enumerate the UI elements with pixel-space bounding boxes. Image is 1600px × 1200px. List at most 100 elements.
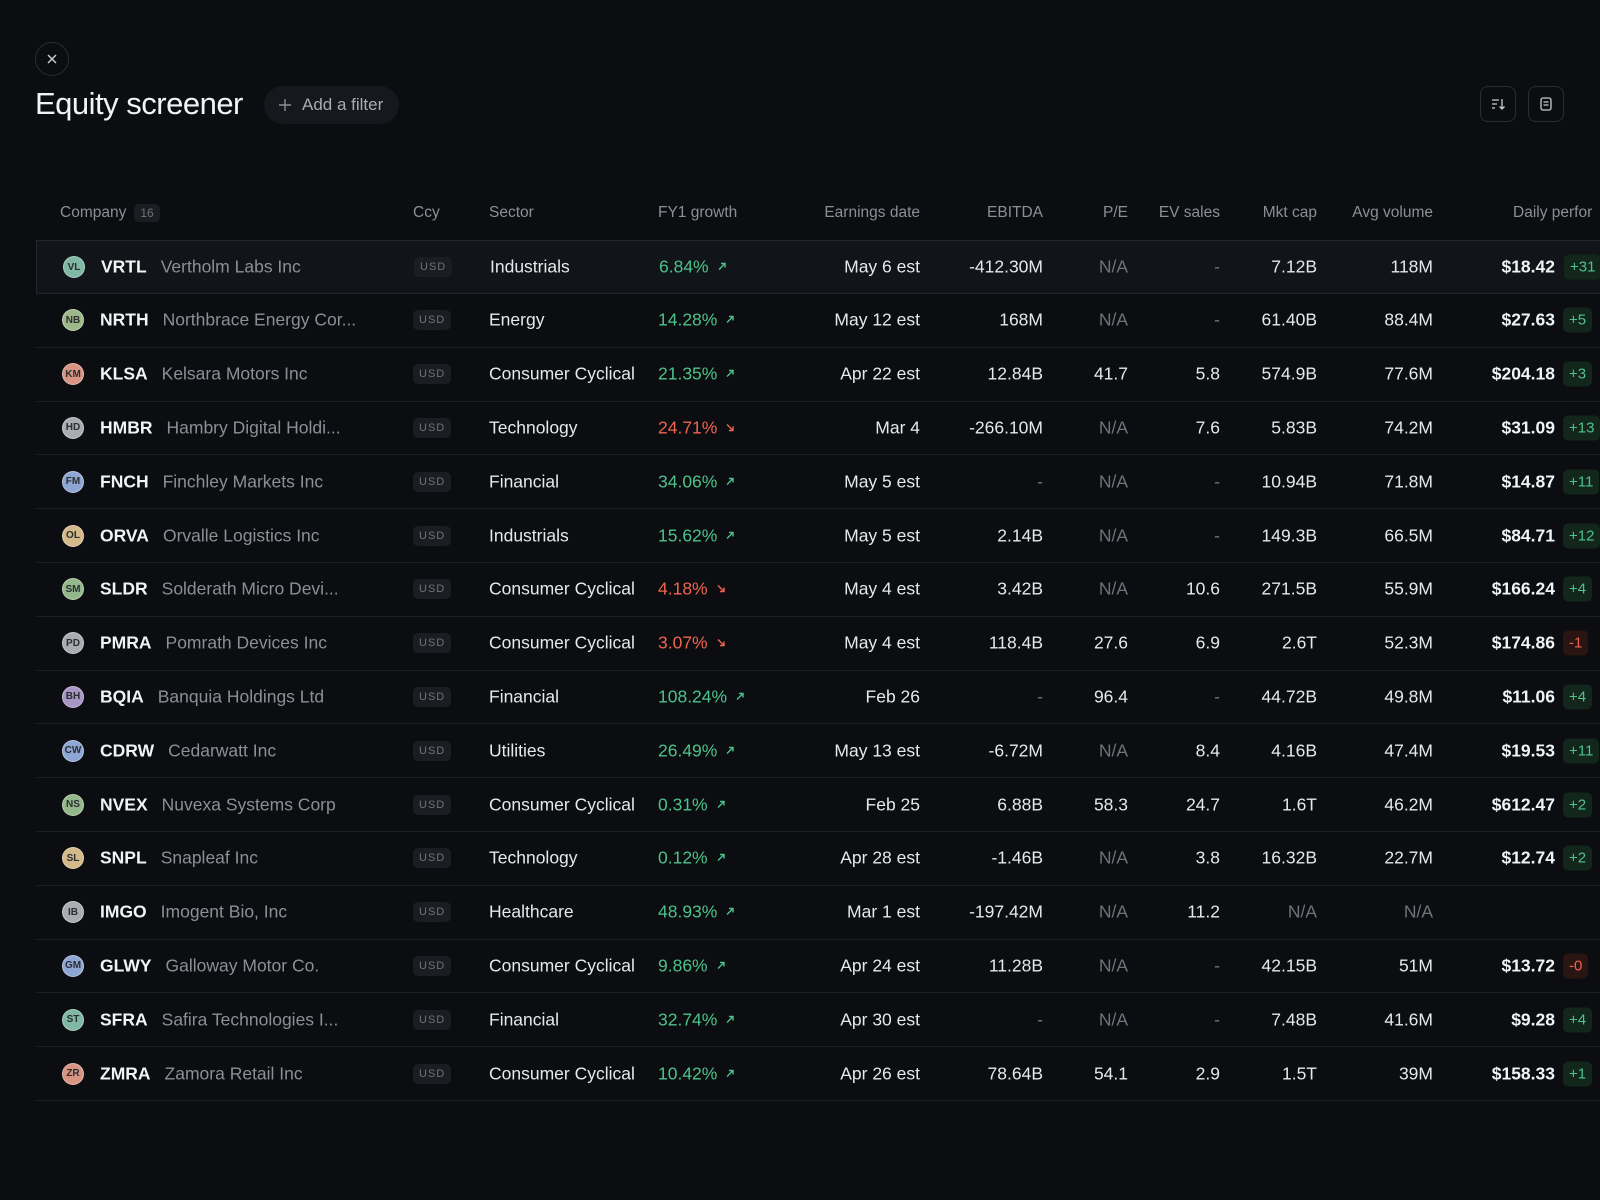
market-cap: 42.15B <box>1261 955 1317 976</box>
sector: Healthcare <box>489 901 574 922</box>
close-button[interactable] <box>35 42 69 76</box>
table-row[interactable]: VL VRTL Vertholm Labs Inc USD Industrials 6.8… <box>36 240 1600 294</box>
table-row[interactable]: ZR ZMRA Zamora Retail Inc USD Consumer Cycli… <box>36 1047 1600 1101</box>
growth-value: 108.24% <box>658 686 728 707</box>
table-row[interactable]: CW CDRW Cedarwatt Inc USD Utilities 26.49% May… <box>36 724 1600 779</box>
avatar: HD <box>62 416 84 439</box>
currency-badge: USD <box>413 633 452 654</box>
currency-badge: USD <box>413 1063 452 1084</box>
company: PMRA Pomrath Devices Inc <box>100 633 327 654</box>
market-cap: 16.32B <box>1261 847 1317 868</box>
daily-performance: +31 <box>1564 254 1600 280</box>
avg-volume: 77.6M <box>1384 363 1433 384</box>
table-row[interactable]: OL ORVA Orvalle Logistics Inc USD Industrial… <box>36 509 1600 563</box>
ebitda: 11.28B <box>988 955 1043 976</box>
avg-volume: 39M <box>1398 1063 1433 1083</box>
growth-value: 6.84% <box>659 256 709 277</box>
column-header: Daily perfor <box>1513 204 1593 221</box>
fy1-growth: 14.28% <box>658 310 735 331</box>
currency-badge: USD <box>413 740 452 761</box>
ebitda: 168M <box>999 309 1043 330</box>
column-header: Avg volume <box>1352 204 1433 221</box>
column-header: FY1 growth <box>658 204 738 221</box>
fy1-growth: 21.35% <box>658 364 735 385</box>
ev-sales: 2.9 <box>1195 1063 1220 1083</box>
table-row[interactable]: IB IMGO Imogent Bio, Inc USD Healthcare 48.93… <box>36 886 1600 940</box>
table-row[interactable]: PD PMRA Pomrath Devices Inc USD Consumer Cyc… <box>36 617 1600 671</box>
price: $12.74 <box>1501 847 1555 868</box>
currency-badge: USD <box>413 417 452 438</box>
table-row[interactable]: NS NVEX Nuvexa Systems Corp USD Consumer Cyc… <box>36 778 1600 832</box>
table-row[interactable]: HD HMBR Hambry Digital Holdi... USD Technolo… <box>36 401 1600 456</box>
ticker: ORVA <box>100 525 149 545</box>
price: $27.63 <box>1501 309 1555 330</box>
avatar: PD <box>62 632 84 655</box>
table-row[interactable]: ST SFRA Safira Technologies I... USD Financi… <box>36 993 1600 1048</box>
price: $11.06 <box>1502 686 1555 707</box>
company-name: Pomrath Devices Inc <box>165 632 327 653</box>
market-cap: 61.40B <box>1261 309 1317 330</box>
table-row[interactable]: SM SLDR Solderath Micro Devi... USD Consumer… <box>36 563 1600 617</box>
table-row[interactable]: GM GLWY Galloway Motor Co. USD Consumer Cycl… <box>36 939 1600 994</box>
growth-value: 21.35% <box>658 363 718 384</box>
avatar: ZR <box>62 1062 84 1085</box>
company-name: Galloway Motor Co. <box>165 955 320 976</box>
earnings-date: May 5 est <box>844 525 920 545</box>
sector: Energy <box>489 309 545 330</box>
table-row[interactable]: BH BQIA Banquia Holdings Ltd USD Financial 10… <box>36 670 1600 725</box>
avatar: SM <box>62 578 84 601</box>
market-cap: 1.6T <box>1281 794 1317 814</box>
avg-volume: 46.2M <box>1384 794 1433 814</box>
table-row[interactable]: KM KLSA Kelsara Motors Inc USD Consumer Cycl… <box>36 348 1600 402</box>
price: $158.33 <box>1491 1063 1555 1083</box>
fy1-growth: 4.18% <box>658 579 726 600</box>
currency-badge: USD <box>413 1009 452 1030</box>
pe-ratio: N/A <box>1098 847 1128 868</box>
avatar: GM <box>62 954 84 977</box>
ticker: VRTL <box>101 256 147 277</box>
ev-sales: 8.4 <box>1195 740 1220 761</box>
avatar: IB <box>62 901 84 924</box>
company: NVEX Nuvexa Systems Corp <box>100 794 336 815</box>
pe-ratio: N/A <box>1098 309 1128 330</box>
fy1-growth: 0.31% <box>658 794 726 815</box>
daily-performance: -0 <box>1563 953 1589 979</box>
trend-arrow <box>726 746 735 754</box>
sector: Consumer Cyclical <box>489 794 635 814</box>
avg-volume: 74.2M <box>1384 417 1433 438</box>
company: ZMRA Zamora Retail Inc <box>100 1063 303 1084</box>
company-count: 16 <box>134 204 160 222</box>
avg-volume: 49.8M <box>1384 686 1433 707</box>
avatar: OL <box>62 524 84 547</box>
market-cap: 4.16B <box>1271 740 1317 761</box>
avg-volume: N/A <box>1403 901 1433 922</box>
pe-ratio: 96.4 <box>1093 686 1128 707</box>
avatar: VL <box>63 256 85 278</box>
notes-button[interactable] <box>1528 86 1564 122</box>
earnings-date: May 6 est <box>844 256 920 277</box>
earnings-date: Feb 26 <box>865 686 920 707</box>
column-header: EBITDA <box>987 204 1043 221</box>
sector: Consumer Cyclical <box>489 955 635 976</box>
pe-ratio: N/A <box>1098 901 1128 922</box>
sector: Consumer Cyclical <box>489 632 635 653</box>
trend-arrow <box>726 316 735 324</box>
add-filter-button[interactable]: Add a filter <box>264 86 400 124</box>
ticker: GLWY <box>100 955 152 976</box>
table-row[interactable]: NB NRTH Northbrace Energy Cor... USD Energy 1… <box>36 294 1600 348</box>
avg-volume: 66.5M <box>1384 525 1433 545</box>
avg-volume: 88.4M <box>1384 309 1433 330</box>
company-name: Vertholm Labs Inc <box>160 256 301 277</box>
sort-button[interactable] <box>1480 86 1516 122</box>
earnings-date: May 13 est <box>834 740 920 761</box>
currency-badge: USD <box>413 902 452 923</box>
table-row[interactable]: SL SNPL Snapleaf Inc USD Technology 0.12% Apr … <box>36 832 1600 886</box>
currency-badge: USD <box>413 525 452 546</box>
company: ORVA Orvalle Logistics Inc <box>100 525 320 546</box>
market-cap: 7.48B <box>1271 1009 1317 1030</box>
add-filter-label: Add a filter <box>302 95 384 114</box>
growth-value: 4.18% <box>658 578 708 599</box>
column-header: Earnings date <box>824 204 920 221</box>
earnings-date: May 12 est <box>834 309 920 330</box>
table-row[interactable]: FM FNCH Finchley Markets Inc USD Financial 34… <box>36 455 1600 510</box>
